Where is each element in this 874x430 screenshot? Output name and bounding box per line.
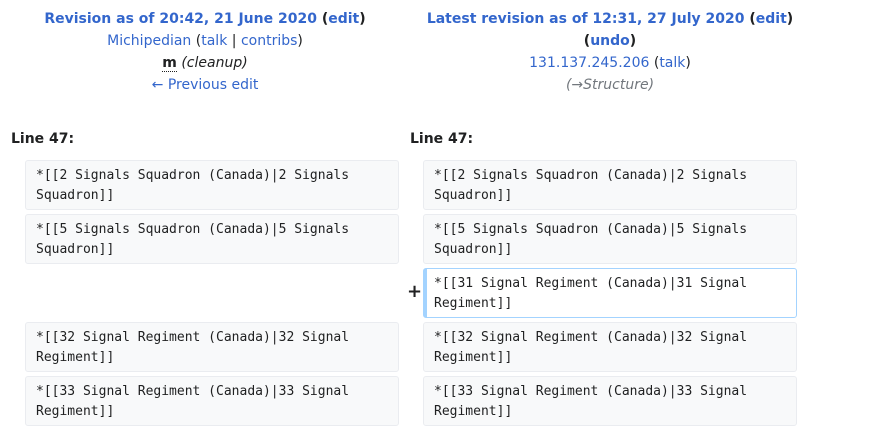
new-talk-link[interactable]: talk (659, 55, 686, 71)
old-revision-link[interactable]: Revision as of 20:42, 21 June 2020 (44, 11, 317, 27)
new-comment-paren-close: ) (648, 77, 655, 93)
old-user-separator: | (231, 33, 237, 49)
old-edit-paren-close: ) (359, 11, 366, 27)
old-revision-user-line: Michipedian (talk | contribs) (0, 30, 410, 52)
added-line-marker: + (407, 281, 423, 302)
previous-edit-link[interactable]: ← Previous edit (151, 77, 259, 93)
new-revision-user-line: 131.137.245.206 (talk) (410, 52, 810, 74)
old-revision-header: Revision as of 20:42, 21 June 2020 (edit… (0, 8, 410, 96)
undo-paren-open: ( (583, 33, 591, 49)
old-context-line: *[[2 Signals Squadron (Canada)|2 Signals… (25, 160, 399, 210)
undo-line: (undo) (410, 30, 810, 52)
old-context-line: *[[33 Signal Regiment (Canada)|33 Signal… (25, 376, 399, 426)
old-context-line: *[[32 Signal Regiment (Canada)|32 Signal… (25, 322, 399, 372)
new-revision-header: Latest revision as of 12:31, 27 July 202… (410, 8, 810, 96)
new-edit-comment: (→Structure) (410, 74, 810, 96)
new-user-paren-open: ( (653, 55, 660, 71)
minor-edit-mark: m (162, 55, 177, 72)
new-edit-paren-close: ) (786, 11, 794, 27)
new-edit-link[interactable]: edit (755, 11, 787, 27)
old-line-number: Line 47: (11, 131, 75, 147)
undo-paren-close: ) (629, 33, 637, 49)
new-revision-link[interactable]: Latest revision as of 12:31, 27 July 202… (426, 11, 745, 27)
old-edit-comment: (cleanup) (181, 55, 248, 71)
new-context-line: *[[32 Signal Regiment (Canada)|32 Signal… (423, 322, 797, 372)
old-edit-link[interactable]: edit (328, 11, 360, 27)
undo-link[interactable]: undo (590, 33, 630, 49)
old-revision-title: Revision as of 20:42, 21 June 2020 (edit… (0, 8, 410, 30)
old-edit-paren-open: ( (321, 11, 329, 27)
old-contribs-link[interactable]: contribs (240, 33, 298, 49)
old-user-paren-open: ( (195, 33, 202, 49)
old-revision-summary: m (cleanup) (0, 52, 410, 74)
structure-section-link[interactable]: →Structure (571, 77, 649, 93)
new-user-paren-close: ) (685, 55, 691, 71)
old-context-line: *[[5 Signals Squadron (Canada)|5 Signals… (25, 214, 399, 264)
old-user-link[interactable]: Michipedian (107, 33, 192, 49)
added-line: *[[31 Signal Regiment (Canada)|31 Signal… (423, 268, 797, 318)
new-edit-paren-open: ( (749, 11, 756, 27)
new-context-line: *[[33 Signal Regiment (Canada)|33 Signal… (423, 376, 797, 426)
old-talk-link[interactable]: talk (201, 33, 228, 49)
old-user-paren-close: ) (297, 33, 303, 49)
new-revision-title: Latest revision as of 12:31, 27 July 202… (410, 8, 810, 30)
new-context-line: *[[5 Signals Squadron (Canada)|5 Signals… (423, 214, 797, 264)
new-line-number: Line 47: (410, 131, 474, 147)
new-comment-paren-open: ( (565, 77, 572, 93)
new-context-line: *[[2 Signals Squadron (Canada)|2 Signals… (423, 160, 797, 210)
new-user-link[interactable]: 131.137.245.206 (529, 55, 650, 71)
